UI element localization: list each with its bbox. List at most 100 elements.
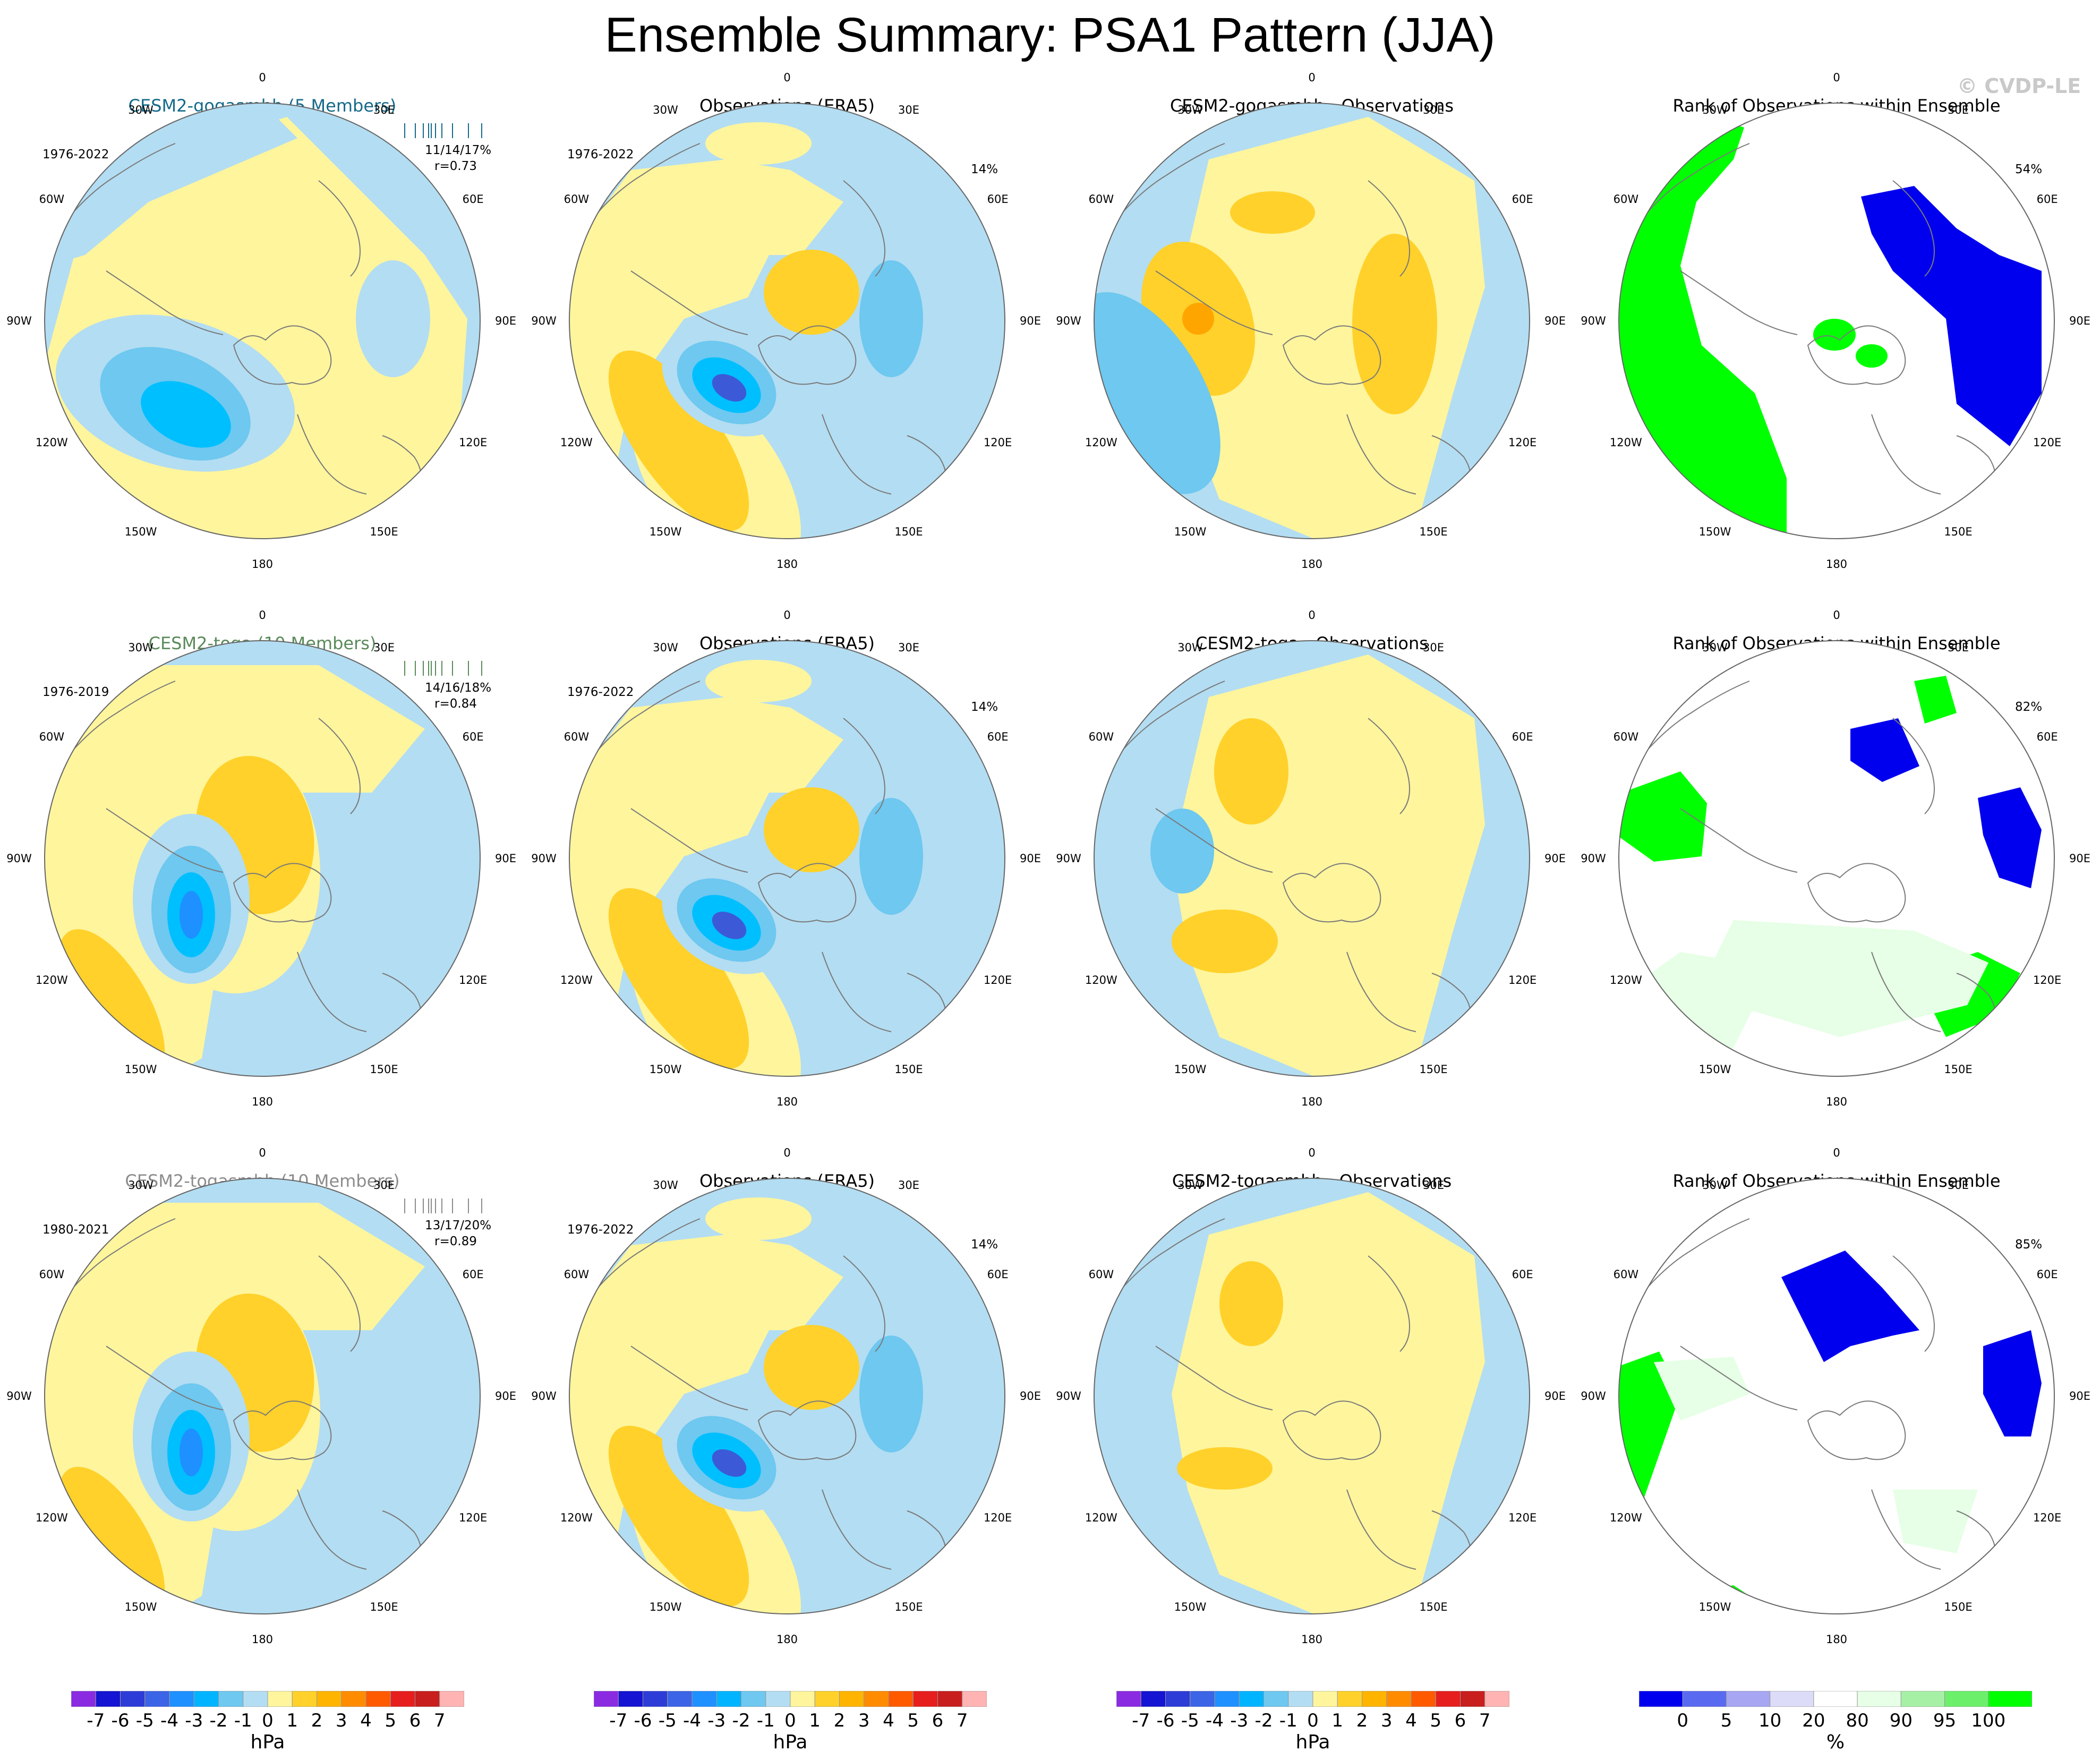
colorbar-unit: hPa	[773, 1731, 808, 1753]
hpa-colorbar-obs: -7 -6 -5 -4 -3 -2 -1 0 1 2 3 4 5 6 7 hPa	[593, 1690, 987, 1753]
model-map	[44, 640, 481, 1077]
colorbar-swatch	[937, 1690, 963, 1707]
colorbar-tick-label: 95	[1933, 1710, 1957, 1731]
rank-percent-label: 85%	[2015, 1238, 2043, 1252]
lon-label-150w: 150W	[649, 1062, 682, 1076]
obs-map	[569, 640, 1005, 1077]
positive-lobe	[1230, 191, 1315, 234]
lon-label-120e: 120E	[1508, 1511, 1537, 1524]
positive-lobe	[1219, 1261, 1283, 1346]
colorbar-swatch	[1638, 1690, 1683, 1707]
colorbar-swatch	[1813, 1690, 1858, 1707]
lon-label-30e: 30E	[898, 1179, 919, 1192]
rank-low-region	[1861, 186, 2042, 446]
lon-label-30w: 30W	[128, 641, 153, 654]
lon-label-90e: 90E	[1544, 1390, 1566, 1402]
lon-label-60e: 60E	[1512, 1268, 1533, 1281]
lon-label-90w: 90W	[531, 314, 557, 327]
negative-core	[712, 374, 747, 402]
lon-label-120e: 120E	[2033, 1511, 2062, 1524]
lon-label-180: 180	[776, 558, 798, 571]
lon-label-30w: 30W	[1177, 641, 1203, 654]
lon-label-0: 0	[783, 609, 791, 622]
lon-label-0: 0	[1308, 71, 1316, 84]
rank-colorbar-swatches	[1638, 1690, 2033, 1707]
colorbar-tick-label: 0	[1307, 1710, 1319, 1731]
map-border	[1094, 103, 1530, 539]
colorbar-tick-label: -3	[185, 1710, 203, 1731]
model-panel-row1: CESM2-gogasmbb (5 Members)030E60E90E120E…	[0, 0, 525, 571]
positive-region	[705, 1197, 812, 1240]
colorbar-swatch	[618, 1690, 643, 1707]
member-tick-strip	[404, 1198, 482, 1213]
colorbar-swatch	[1944, 1690, 1989, 1707]
lon-label-90e: 90E	[495, 852, 516, 865]
positive-lobe	[1214, 718, 1288, 824]
colorbar-swatch	[1900, 1690, 1945, 1707]
lon-label-90e: 90E	[1020, 314, 1041, 327]
colorbar-tick-label: -7	[609, 1710, 628, 1731]
colorbar-swatch	[1362, 1690, 1387, 1707]
lon-label-90w: 90W	[531, 1390, 557, 1402]
colorbar-tick-label: -6	[1156, 1710, 1175, 1731]
colorbar-swatch	[1165, 1690, 1191, 1707]
rank-map	[1618, 103, 2055, 539]
lon-label-90w: 90W	[6, 314, 32, 327]
lon-label-0: 0	[783, 71, 791, 84]
negative-lobe	[1150, 809, 1214, 894]
rank-high-patch	[1856, 344, 1888, 368]
colorbar-tick-label: 3	[858, 1710, 870, 1731]
lon-label-90e: 90E	[495, 1390, 516, 1402]
hpa-colorbar-diff-swatches	[1116, 1690, 1510, 1707]
colorbar-tick-label: 0	[784, 1710, 796, 1731]
coastline	[1113, 681, 1472, 1032]
colorbar-swatch	[741, 1690, 766, 1707]
lon-label-150e: 150E	[1944, 525, 1973, 538]
coastline	[63, 681, 422, 1032]
lon-label-0: 0	[1308, 1146, 1316, 1159]
colorbar-swatch	[1288, 1690, 1313, 1707]
colorbar-swatch	[144, 1690, 170, 1707]
colorbar-tick-label: -2	[1254, 1710, 1273, 1731]
colorbar-swatch	[790, 1690, 815, 1707]
positive-lobe	[764, 1325, 859, 1410]
colorbar-tick-label: 5	[1720, 1710, 1732, 1731]
diff-map	[1094, 640, 1530, 1077]
lon-label-150e: 150E	[1944, 1600, 1973, 1613]
map-border	[1618, 640, 2055, 1077]
colorbar-swatch	[218, 1690, 244, 1707]
explained-variance-label: 14%	[971, 163, 998, 176]
lon-label-150e: 150E	[1419, 1062, 1448, 1076]
colorbar-tick-label: -2	[732, 1710, 750, 1731]
lon-label-150e: 150E	[894, 1062, 923, 1076]
lon-label-120e: 120E	[458, 436, 488, 449]
lon-label-60e: 60E	[1512, 730, 1533, 743]
lon-label-180: 180	[1825, 1095, 1848, 1108]
lon-label-30e: 30E	[1423, 641, 1444, 654]
negative-lobe	[1094, 292, 1220, 494]
diff-map	[1094, 103, 1530, 539]
positive-lobe	[764, 787, 859, 872]
rank-panel-row1: Rank of Observations within Ensemble030E…	[1574, 0, 2099, 571]
lon-label-60w: 60W	[564, 1268, 590, 1281]
lon-label-30w: 30W	[128, 1179, 153, 1192]
positive-lobe	[608, 888, 749, 1069]
colorbar-swatch	[1770, 1690, 1814, 1707]
lon-label-150e: 150E	[1419, 525, 1448, 538]
lon-label-30e: 30E	[1948, 641, 1969, 654]
lon-label-120w: 120W	[1085, 974, 1117, 987]
positive-region	[569, 1235, 843, 1575]
lon-label-60w: 60W	[1613, 730, 1639, 743]
colorbar-tick-label: 0	[1677, 1710, 1689, 1731]
positive-region	[705, 122, 812, 165]
colorbar-tick-label: 10	[1758, 1710, 1782, 1731]
pattern-correlation-label: r=0.73	[434, 159, 477, 173]
colorbar-tick-label: -1	[234, 1710, 252, 1731]
colorbar-swatch	[1264, 1690, 1289, 1707]
colorbar-swatch	[1682, 1690, 1727, 1707]
colorbar-tick-label: 5	[1430, 1710, 1442, 1731]
lon-label-120w: 120W	[560, 436, 593, 449]
positive-lobe	[608, 1425, 749, 1607]
lon-label-120e: 120E	[983, 1511, 1012, 1524]
period-label: 1976-2022	[42, 148, 109, 161]
